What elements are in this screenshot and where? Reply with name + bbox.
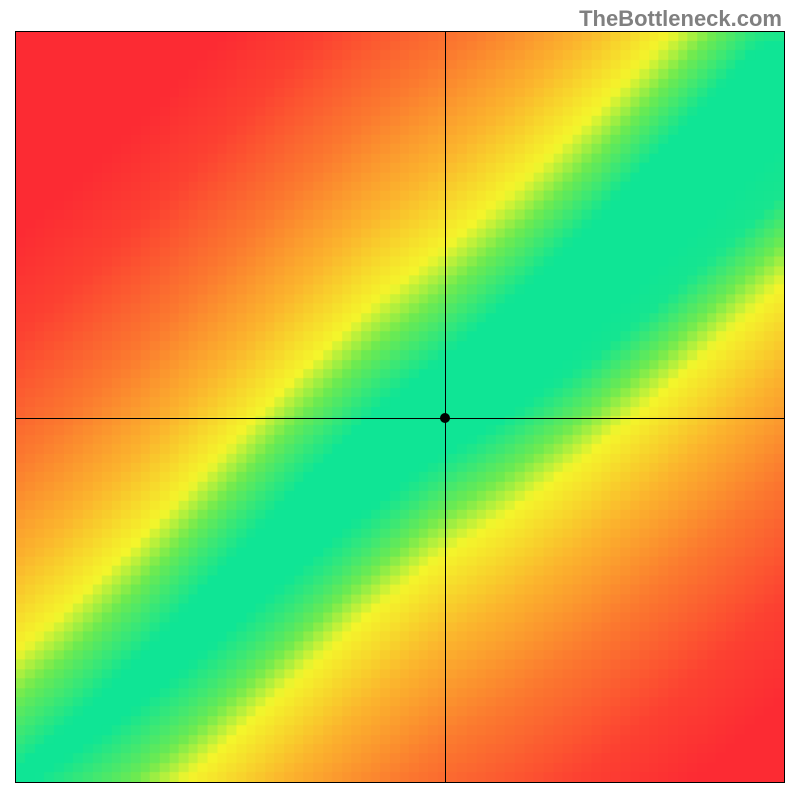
bottleneck-heatmap-chart	[15, 31, 785, 783]
crosshair-horizontal	[16, 418, 784, 419]
heatmap-canvas	[16, 32, 784, 782]
crosshair-vertical	[445, 32, 446, 782]
intersection-marker	[440, 413, 450, 423]
watermark-text: TheBottleneck.com	[579, 6, 782, 32]
